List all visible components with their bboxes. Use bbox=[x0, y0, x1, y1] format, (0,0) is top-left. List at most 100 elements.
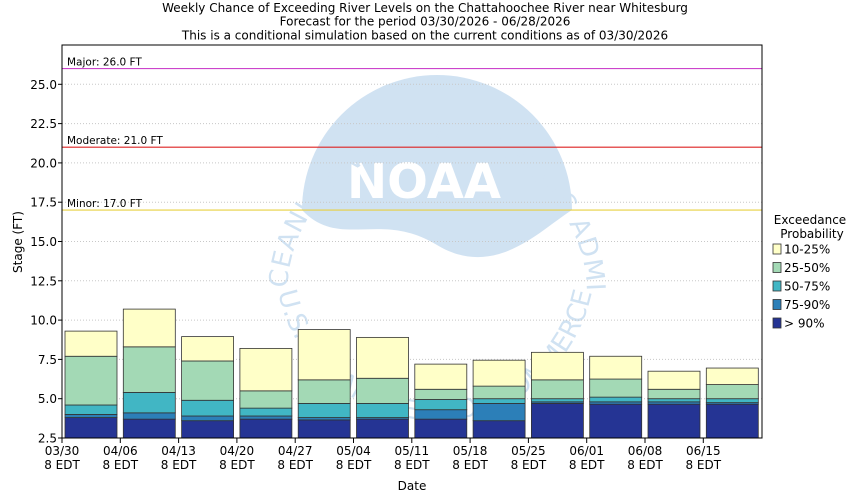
bar-segment bbox=[297, 403, 351, 418]
bar-segment bbox=[589, 355, 643, 380]
legend-label: > 90% bbox=[784, 317, 825, 331]
bar-segment bbox=[181, 420, 235, 439]
bar-segment bbox=[356, 418, 409, 439]
bar-segment bbox=[531, 398, 584, 403]
x-tick-tz: 8 EDT bbox=[627, 458, 663, 472]
x-tick-tz: 8 EDT bbox=[102, 458, 138, 472]
bar-segment bbox=[705, 384, 759, 400]
legend-swatch bbox=[772, 317, 782, 329]
bar-segment bbox=[64, 330, 118, 357]
legend-label: 10-25% bbox=[784, 243, 830, 257]
bar-segment bbox=[356, 336, 409, 379]
bar-segment bbox=[181, 336, 235, 362]
bar-segment bbox=[531, 351, 584, 381]
bar-segment bbox=[705, 403, 759, 439]
noaa-logo-text: NOAA bbox=[347, 154, 501, 210]
x-tick-tz: 8 EDT bbox=[44, 458, 80, 472]
bar-segment bbox=[589, 378, 643, 398]
legend-label: 25-50% bbox=[784, 261, 830, 275]
bar-segment bbox=[472, 385, 526, 400]
bar-segment bbox=[647, 388, 701, 400]
y-axis-label: Stage (FT) bbox=[11, 211, 25, 273]
y-tick-label: 7.5 bbox=[38, 353, 57, 367]
legend-title: Exceedance bbox=[774, 213, 846, 227]
chart-subtitle: Forecast for the period 03/30/2026 - 06/… bbox=[280, 15, 571, 29]
bar-segment bbox=[414, 399, 468, 411]
threshold-label: Moderate: 21.0 FT bbox=[67, 135, 163, 147]
bar-segment bbox=[122, 346, 176, 393]
bar-segment bbox=[64, 414, 118, 418]
legend-swatch bbox=[772, 299, 782, 310]
x-axis-label: Date bbox=[398, 479, 427, 493]
x-tick-tz: 8 EDT bbox=[336, 458, 372, 472]
bar-segment bbox=[64, 355, 118, 406]
bar-segment bbox=[122, 392, 176, 414]
bar-segment bbox=[356, 377, 409, 404]
x-tick-tz: 8 EDT bbox=[511, 458, 547, 472]
bar-segment bbox=[472, 403, 526, 422]
bar-segment bbox=[181, 399, 235, 417]
y-tick-label: 5.0 bbox=[38, 392, 57, 406]
y-tick-label: 20.0 bbox=[30, 156, 57, 170]
x-tick-tz: 8 EDT bbox=[685, 458, 721, 472]
bar-segment bbox=[647, 403, 701, 439]
bar-segment bbox=[472, 420, 526, 439]
x-tick-date: 05/11 bbox=[395, 444, 430, 458]
plot-area bbox=[62, 45, 762, 438]
x-tick-tz: 8 EDT bbox=[394, 458, 430, 472]
bar-segment bbox=[356, 403, 409, 418]
flood-thresholds: Major: 26.0 FT Moderate: 21.0 FT Minor: 17… bbox=[62, 57, 762, 211]
y-tick-label: 2.5 bbox=[38, 432, 57, 446]
bar-segment bbox=[297, 329, 351, 381]
chart-title: Weekly Chance of Exceeding River Levels … bbox=[162, 1, 688, 15]
x-tick-tz: 8 EDT bbox=[277, 458, 313, 472]
bar-segment bbox=[647, 398, 701, 403]
bar-segment bbox=[181, 360, 235, 401]
chart-subtitle-condition: This is a conditional simulation based o… bbox=[181, 29, 668, 43]
plot-border bbox=[61, 44, 763, 439]
bar-segment bbox=[64, 417, 118, 439]
x-tick-date: 05/18 bbox=[453, 444, 488, 458]
legend-title-line2: Probability bbox=[780, 227, 843, 241]
legend-label: 75-90% bbox=[784, 298, 830, 312]
x-tick-tz: 8 EDT bbox=[161, 458, 197, 472]
y-tick-label: 10.0 bbox=[30, 314, 57, 328]
x-tick-date: 04/27 bbox=[278, 444, 313, 458]
bar-segment bbox=[531, 379, 584, 400]
bar-segment bbox=[472, 398, 526, 404]
bar-segment bbox=[239, 415, 293, 420]
bar-segment bbox=[122, 308, 176, 348]
bar-segment bbox=[647, 370, 701, 390]
threshold-label: Minor: 17.0 FT bbox=[67, 198, 143, 210]
bar-segment bbox=[239, 407, 293, 417]
x-tick-date: 06/15 bbox=[686, 444, 721, 458]
x-tick-date: 04/13 bbox=[161, 444, 196, 458]
bar-segment bbox=[414, 409, 468, 420]
threshold-label: Major: 26.0 FT bbox=[67, 57, 142, 69]
x-tick-tz: 8 EDT bbox=[452, 458, 488, 472]
bar-segment bbox=[705, 367, 759, 385]
noaa-logo-wave bbox=[302, 210, 572, 345]
bar-segment bbox=[414, 388, 468, 400]
bar-segment bbox=[122, 412, 176, 420]
bar-segment bbox=[64, 404, 118, 415]
x-tick-tz: 8 EDT bbox=[219, 458, 255, 472]
y-tick-label: 12.5 bbox=[30, 274, 57, 288]
x-tick-tz: 8 EDT bbox=[569, 458, 605, 472]
x-tick-date: 04/20 bbox=[220, 444, 255, 458]
bar-segment bbox=[297, 379, 351, 404]
y-axis: 2.5 5.0 7.5 10.0 12.5 15.0 17.5 20.0 22.5 25.0 bbox=[30, 78, 62, 446]
legend-swatch bbox=[772, 243, 782, 255]
y-tick-label: 15.0 bbox=[30, 235, 57, 249]
x-tick-date: 05/25 bbox=[511, 444, 546, 458]
bar-segment bbox=[589, 403, 643, 439]
bar-segment bbox=[122, 418, 176, 439]
x-tick-date: 06/01 bbox=[569, 444, 604, 458]
bar-segment bbox=[297, 419, 351, 439]
legend-swatch bbox=[772, 262, 782, 273]
y-tick-label: 22.5 bbox=[30, 117, 57, 131]
bar-segment bbox=[705, 398, 759, 404]
legend-swatch bbox=[772, 280, 782, 292]
